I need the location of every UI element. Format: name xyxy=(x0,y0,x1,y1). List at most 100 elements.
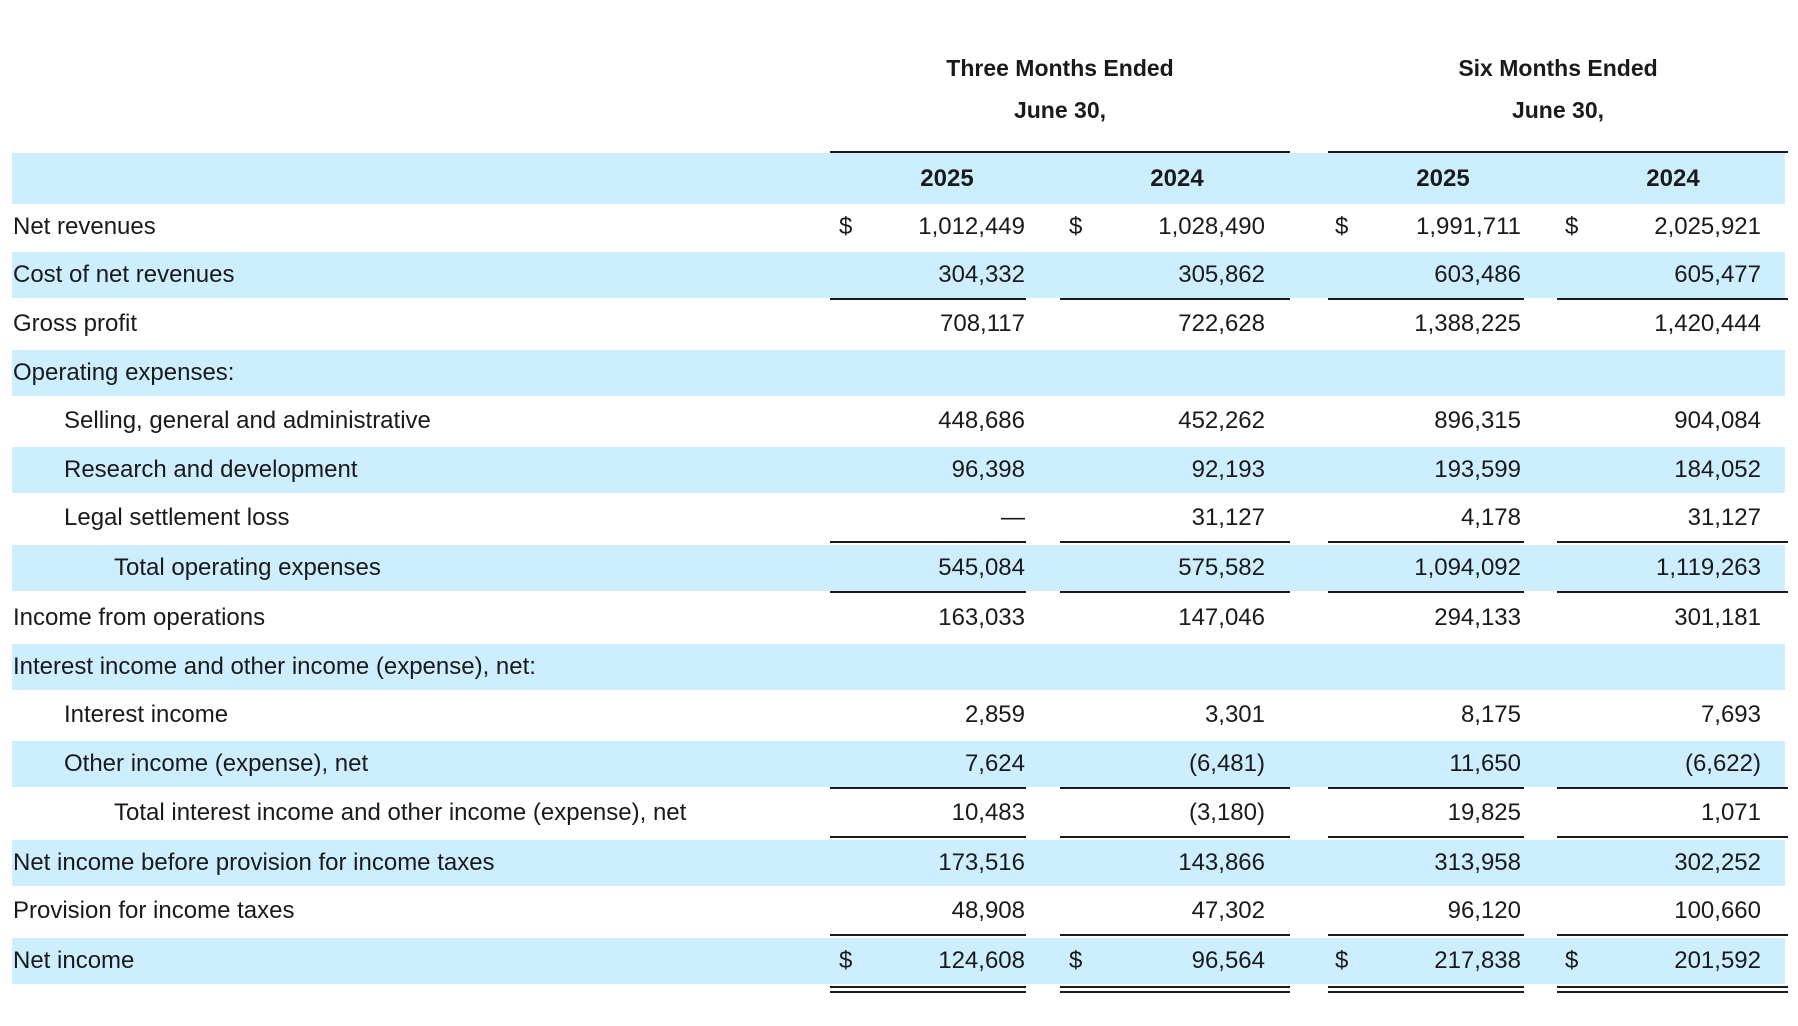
value-cell: 92,193 xyxy=(1191,456,1265,483)
table-row: Legal settlement loss — 31,127 4,178 31,127 xyxy=(12,495,1785,541)
value-cell: 8,175 xyxy=(1460,701,1521,728)
value-cell: 4,178 xyxy=(1460,504,1521,531)
six-months-title: Six Months Ended xyxy=(1458,55,1658,81)
value-cell: 896,315 xyxy=(1434,407,1521,434)
value-cell: 545,084 xyxy=(938,554,1025,581)
table-row: Provision for income taxes 48,908 47,302 96… xyxy=(12,888,1785,934)
value-cell xyxy=(825,350,1025,396)
year-header-row: 2025 2024 2025 2024 xyxy=(12,153,1785,204)
value-cell: (3,180) xyxy=(1188,799,1265,826)
subtotal-rule xyxy=(1060,787,1290,789)
table-row: Total operating expenses 545,084 575,582 1,… xyxy=(12,545,1785,591)
header-rule-three-months xyxy=(830,151,1290,153)
value-cell: 1,012,449 xyxy=(918,213,1025,240)
value-cell: 448,686 xyxy=(938,407,1025,434)
value-cell: 575,582 xyxy=(1178,554,1265,581)
table-row: Net income $124,608 $96,564 $217,838 $201,59… xyxy=(12,938,1785,984)
row-label: Interest income and other income (expens… xyxy=(13,653,536,680)
year-header: 2025 xyxy=(920,165,974,192)
table-row: Selling, general and administrative 448,6… xyxy=(12,398,1785,444)
value-cell xyxy=(1321,644,1521,690)
value-cell: 31,127 xyxy=(1191,504,1265,531)
value-cell: 3,301 xyxy=(1204,701,1265,728)
subtotal-rule xyxy=(830,298,1026,300)
row-label: Net income before provision for income t… xyxy=(13,849,495,876)
subtotal-rule xyxy=(1557,934,1788,936)
value-cell: 96,398 xyxy=(951,456,1025,483)
table-row: Operating expenses: xyxy=(12,350,1785,396)
value-cell: 2,025,921 xyxy=(1654,213,1761,240)
table-row: Net revenues $1,012,449 $1,028,490 $1,991,7… xyxy=(12,204,1785,250)
table-row: Total interest income and other income (… xyxy=(12,790,1785,836)
row-label: Cost of net revenues xyxy=(13,261,235,288)
subtotal-rule xyxy=(830,787,1026,789)
value-cell: 163,033 xyxy=(938,604,1025,631)
value-cell: 1,094,092 xyxy=(1414,554,1521,581)
value-cell: 193,599 xyxy=(1434,456,1521,483)
subtotal-rule xyxy=(1060,934,1290,936)
subtotal-rule xyxy=(1557,787,1788,789)
double-underline xyxy=(1557,986,1788,993)
value-cell xyxy=(1321,350,1521,396)
value-cell: 184,052 xyxy=(1674,456,1761,483)
value-cell xyxy=(825,644,1025,690)
value-cell: 7,624 xyxy=(964,750,1025,777)
currency-symbol: $ xyxy=(1565,947,1579,974)
double-underline xyxy=(1060,986,1290,993)
value-cell: 143,866 xyxy=(1178,849,1265,876)
year-header: 2024 xyxy=(1150,165,1204,192)
subtotal-rule xyxy=(1557,298,1788,300)
row-label: Interest income xyxy=(64,701,229,728)
six-months-date: June 30, xyxy=(1511,97,1605,123)
table-row: Interest income and other income (expens… xyxy=(12,644,1785,690)
subtotal-rule xyxy=(830,836,1026,838)
value-cell: 305,862 xyxy=(1178,261,1265,288)
row-label: Selling, general and administrative xyxy=(64,407,431,434)
value-cell: 722,628 xyxy=(1178,310,1265,337)
currency-symbol: $ xyxy=(1565,213,1579,240)
table-row: Net income before provision for income t… xyxy=(12,840,1785,886)
value-cell: 96,120 xyxy=(1447,897,1521,924)
row-label: Total operating expenses xyxy=(114,554,381,581)
value-cell: 1,388,225 xyxy=(1414,310,1521,337)
value-cell: 96,564 xyxy=(1191,947,1265,974)
year-header: 2024 xyxy=(1646,165,1700,192)
subtotal-rule xyxy=(1328,934,1524,936)
subtotal-rule xyxy=(1557,836,1788,838)
row-label: Other income (expense), net xyxy=(64,750,369,777)
subtotal-rule xyxy=(1328,591,1524,593)
row-label: Provision for income taxes xyxy=(13,897,295,924)
value-cell: 124,608 xyxy=(938,947,1025,974)
currency-symbol: $ xyxy=(839,213,853,240)
value-cell: 1,071 xyxy=(1700,799,1761,826)
row-label: Total interest income and other income (… xyxy=(114,799,687,826)
value-cell: 48,908 xyxy=(951,897,1025,924)
currency-symbol: $ xyxy=(839,947,853,974)
value-cell xyxy=(1561,644,1761,690)
value-cell: 31,127 xyxy=(1687,504,1761,531)
value-cell: 11,650 xyxy=(1449,750,1521,777)
currency-symbol: $ xyxy=(1335,947,1349,974)
value-cell: 302,252 xyxy=(1674,849,1761,876)
row-label: Net income xyxy=(13,947,135,974)
value-cell: 173,516 xyxy=(938,849,1025,876)
value-cell: 47,302 xyxy=(1191,897,1265,924)
table-row: Gross profit 708,117 722,628 1,388,225 1,420… xyxy=(12,301,1785,347)
subtotal-rule xyxy=(1060,541,1290,543)
value-cell: 19,825 xyxy=(1447,799,1521,826)
table-row: Interest income 2,859 3,301 8,175 7,693 xyxy=(12,692,1785,738)
year-header: 2025 xyxy=(1416,165,1470,192)
value-cell: 217,838 xyxy=(1434,947,1521,974)
six-months-header: Six Months Ended June 30, xyxy=(1328,54,1788,138)
subtotal-rule xyxy=(830,541,1026,543)
table-row: Other income (expense), net 7,624 (6,481) 1… xyxy=(12,741,1785,787)
subtotal-rule xyxy=(830,591,1026,593)
value-cell: 2,859 xyxy=(964,701,1025,728)
subtotal-rule xyxy=(1557,541,1788,543)
row-label: Gross profit xyxy=(13,310,138,337)
double-underline xyxy=(830,986,1026,993)
row-label: Net revenues xyxy=(13,213,156,240)
three-months-header: Three Months Ended June 30, xyxy=(830,54,1290,138)
header-rule-six-months xyxy=(1328,151,1788,153)
